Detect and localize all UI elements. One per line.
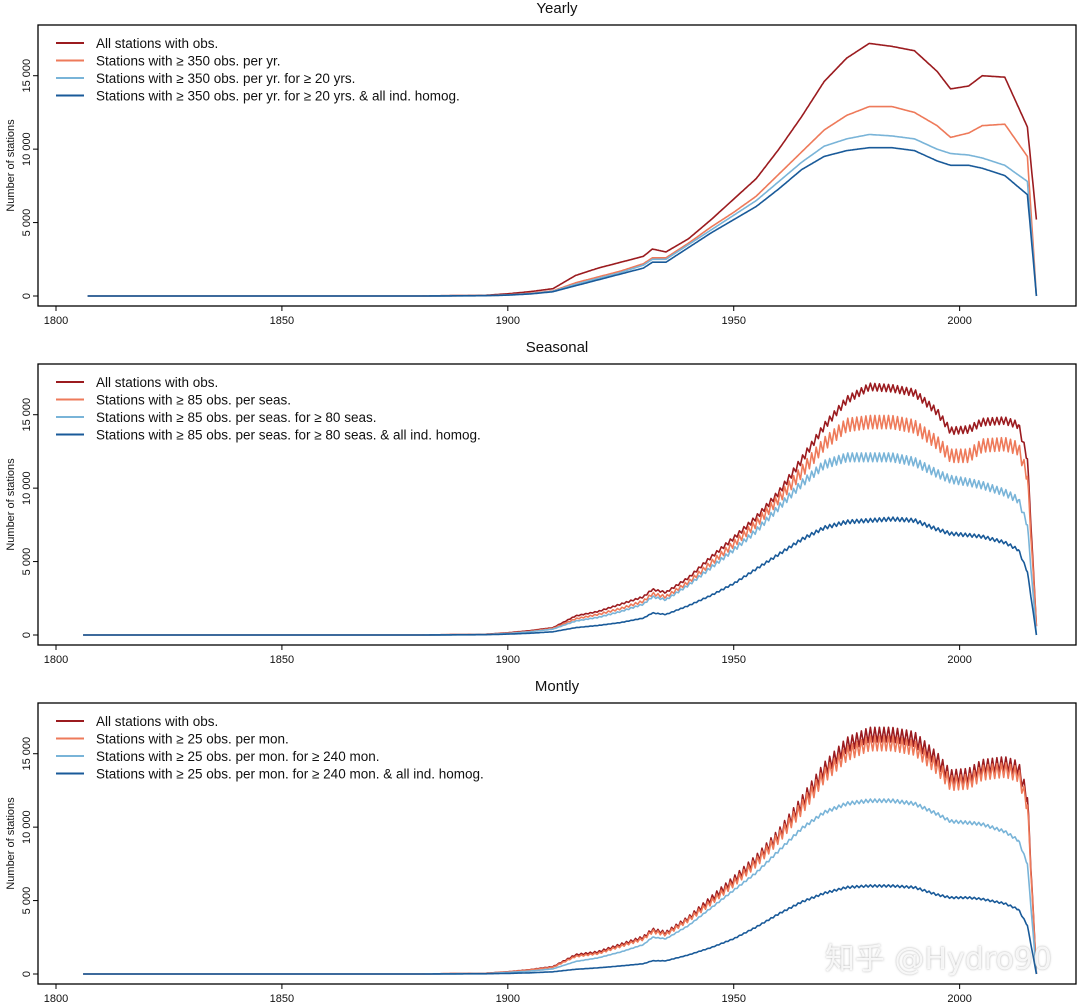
legend-entry: Stations with ≥ 25 obs. per mon. for ≥ 2… bbox=[96, 749, 379, 764]
chart-title: Seasonal bbox=[526, 339, 589, 356]
y-axis-label: Number of stations bbox=[5, 119, 17, 212]
x-tick-label: 1900 bbox=[496, 993, 520, 1005]
x-tick-label: 1800 bbox=[44, 315, 68, 327]
x-tick-label: 1850 bbox=[270, 654, 294, 666]
x-tick-label: 1800 bbox=[44, 654, 68, 666]
x-tick-label: 1850 bbox=[270, 993, 294, 1005]
y-tick-label: 5 000 bbox=[21, 209, 33, 237]
legend-entry: Stations with ≥ 350 obs. per yr. bbox=[96, 54, 281, 69]
y-tick-label: 10 000 bbox=[21, 471, 33, 505]
legend-entry: Stations with ≥ 85 obs. per seas. bbox=[96, 393, 291, 408]
legend-entry: Stations with ≥ 25 obs. per mon. bbox=[96, 732, 289, 747]
x-tick-label: 2000 bbox=[947, 993, 971, 1005]
x-tick-label: 1950 bbox=[721, 315, 745, 327]
y-tick-label: 5 000 bbox=[21, 887, 33, 915]
y-tick-label: 10 000 bbox=[21, 132, 33, 166]
x-tick-label: 1900 bbox=[496, 315, 520, 327]
legend-entry: All stations with obs. bbox=[96, 714, 218, 729]
y-tick-label: 10 000 bbox=[21, 810, 33, 844]
chart-panel-1: Yearly 1800 1850 1900 1950 2000 0 5 000 10 000 15… bbox=[5, 0, 1077, 327]
y-tick-label: 5 000 bbox=[21, 548, 33, 576]
legend-entry: Stations with ≥ 350 obs. per yr. for ≥ 2… bbox=[96, 89, 460, 104]
y-tick-label: 15 000 bbox=[21, 59, 33, 93]
watermark: 知乎 @Hydro90 bbox=[824, 942, 1052, 977]
x-tick-label: 1950 bbox=[721, 654, 745, 666]
x-tick-label: 1900 bbox=[496, 654, 520, 666]
series-line-2 bbox=[87, 105, 1038, 297]
y-tick-label: 0 bbox=[21, 293, 33, 299]
chart-title: Montly bbox=[535, 678, 580, 695]
y-tick-label: 15 000 bbox=[21, 737, 33, 771]
y-axis-label: Number of stations bbox=[5, 797, 17, 890]
series-line-3 bbox=[87, 133, 1038, 297]
x-tick-label: 1950 bbox=[721, 993, 745, 1005]
plot-frame bbox=[37, 24, 1077, 307]
series-line-4 bbox=[87, 146, 1038, 297]
x-tick-label: 2000 bbox=[947, 315, 971, 327]
series-line-2 bbox=[83, 414, 1038, 636]
chart-title: Yearly bbox=[536, 0, 578, 17]
legend-entry: All stations with obs. bbox=[96, 375, 218, 390]
series-line-3 bbox=[83, 452, 1038, 636]
x-tick-label: 2000 bbox=[947, 654, 971, 666]
legend-entry: Stations with ≥ 350 obs. per yr. for ≥ 2… bbox=[96, 71, 355, 86]
y-tick-label: 15 000 bbox=[21, 398, 33, 432]
legend-entry: Stations with ≥ 25 obs. per mon. for ≥ 2… bbox=[96, 767, 484, 782]
y-tick-label: 0 bbox=[21, 632, 33, 638]
legend-entry: Stations with ≥ 85 obs. per seas. for ≥ … bbox=[96, 428, 481, 443]
series-line-4 bbox=[83, 883, 1038, 975]
y-axis-label: Number of stations bbox=[5, 458, 17, 551]
legend-entry: Stations with ≥ 85 obs. per seas. for ≥ … bbox=[96, 410, 376, 425]
legend-entry: All stations with obs. bbox=[96, 36, 218, 51]
chart-panel-3: Montly 1800 1850 1900 1950 2000 0 5 000 10 000 15… bbox=[5, 678, 1077, 1005]
y-tick-label: 0 bbox=[21, 971, 33, 977]
plot-frame bbox=[37, 702, 1077, 985]
x-tick-label: 1800 bbox=[44, 993, 68, 1005]
x-tick-label: 1850 bbox=[270, 315, 294, 327]
series-line-4 bbox=[83, 516, 1038, 636]
plot-frame bbox=[37, 363, 1077, 646]
chart-panel-2: Seasonal 1800 1850 1900 1950 2000 0 5 000 10 000… bbox=[5, 339, 1077, 666]
